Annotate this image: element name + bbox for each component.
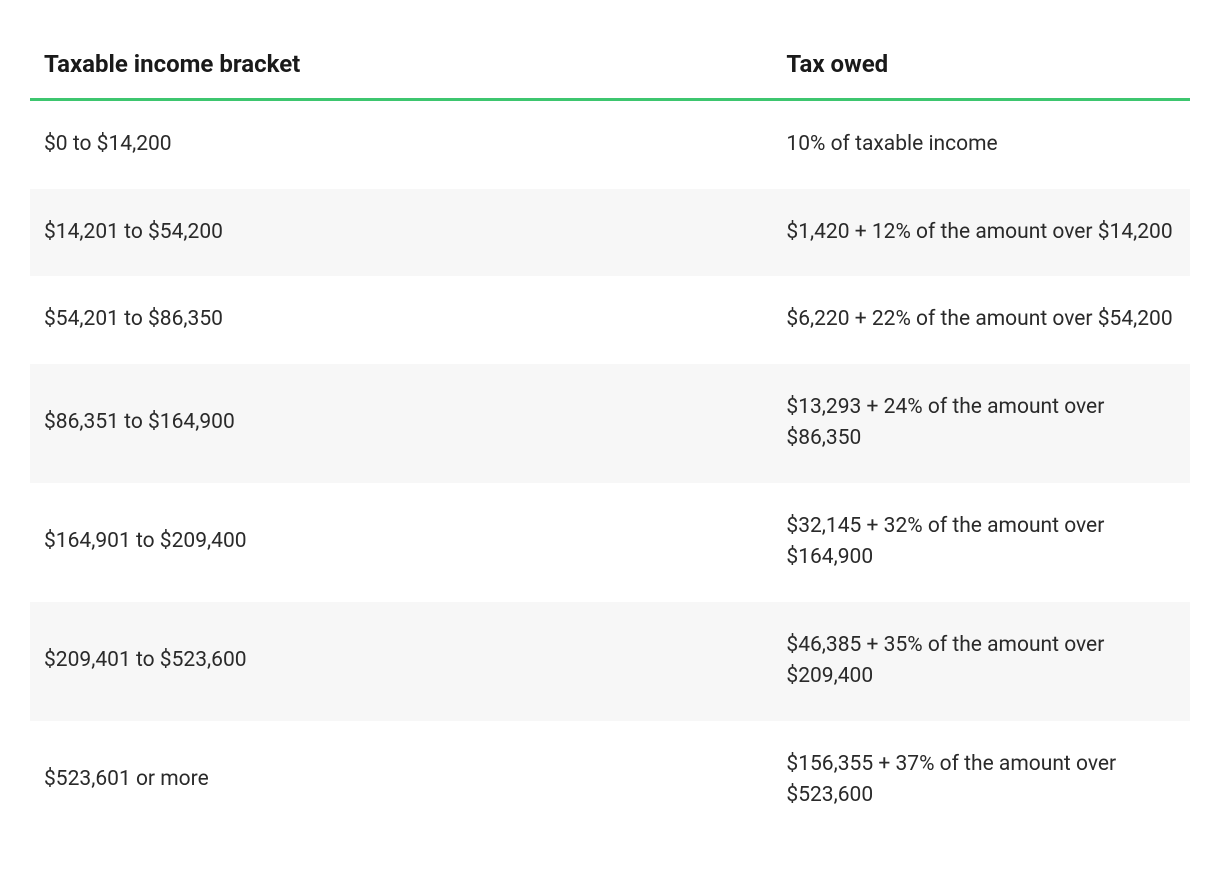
cell-bracket: $209,401 to $523,600 <box>30 602 772 721</box>
cell-bracket: $523,601 or more <box>30 721 772 840</box>
table-row: $86,351 to $164,900 $13,293 + 24% of the… <box>30 364 1190 483</box>
table-row: $164,901 to $209,400 $32,145 + 32% of th… <box>30 483 1190 602</box>
cell-bracket: $0 to $14,200 <box>30 100 772 189</box>
cell-bracket: $54,201 to $86,350 <box>30 276 772 364</box>
cell-bracket: $86,351 to $164,900 <box>30 364 772 483</box>
cell-owed: $1,420 + 12% of the amount over $14,200 <box>772 189 1190 277</box>
table-row: $0 to $14,200 10% of taxable income <box>30 100 1190 189</box>
table-row: $523,601 or more $156,355 + 37% of the a… <box>30 721 1190 840</box>
cell-owed: 10% of taxable income <box>772 100 1190 189</box>
table-header-row: Taxable income bracket Tax owed <box>30 30 1190 100</box>
tax-bracket-table: Taxable income bracket Tax owed $0 to $1… <box>30 30 1190 840</box>
table-row: $14,201 to $54,200 $1,420 + 12% of the a… <box>30 189 1190 277</box>
cell-bracket: $164,901 to $209,400 <box>30 483 772 602</box>
cell-owed: $32,145 + 32% of the amount over $164,90… <box>772 483 1190 602</box>
table-row: $54,201 to $86,350 $6,220 + 22% of the a… <box>30 276 1190 364</box>
cell-owed: $13,293 + 24% of the amount over $86,350 <box>772 364 1190 483</box>
cell-owed: $46,385 + 35% of the amount over $209,40… <box>772 602 1190 721</box>
table-row: $209,401 to $523,600 $46,385 + 35% of th… <box>30 602 1190 721</box>
cell-bracket: $14,201 to $54,200 <box>30 189 772 277</box>
column-header-owed: Tax owed <box>772 30 1190 100</box>
cell-owed: $6,220 + 22% of the amount over $54,200 <box>772 276 1190 364</box>
cell-owed: $156,355 + 37% of the amount over $523,6… <box>772 721 1190 840</box>
column-header-bracket: Taxable income bracket <box>30 30 772 100</box>
